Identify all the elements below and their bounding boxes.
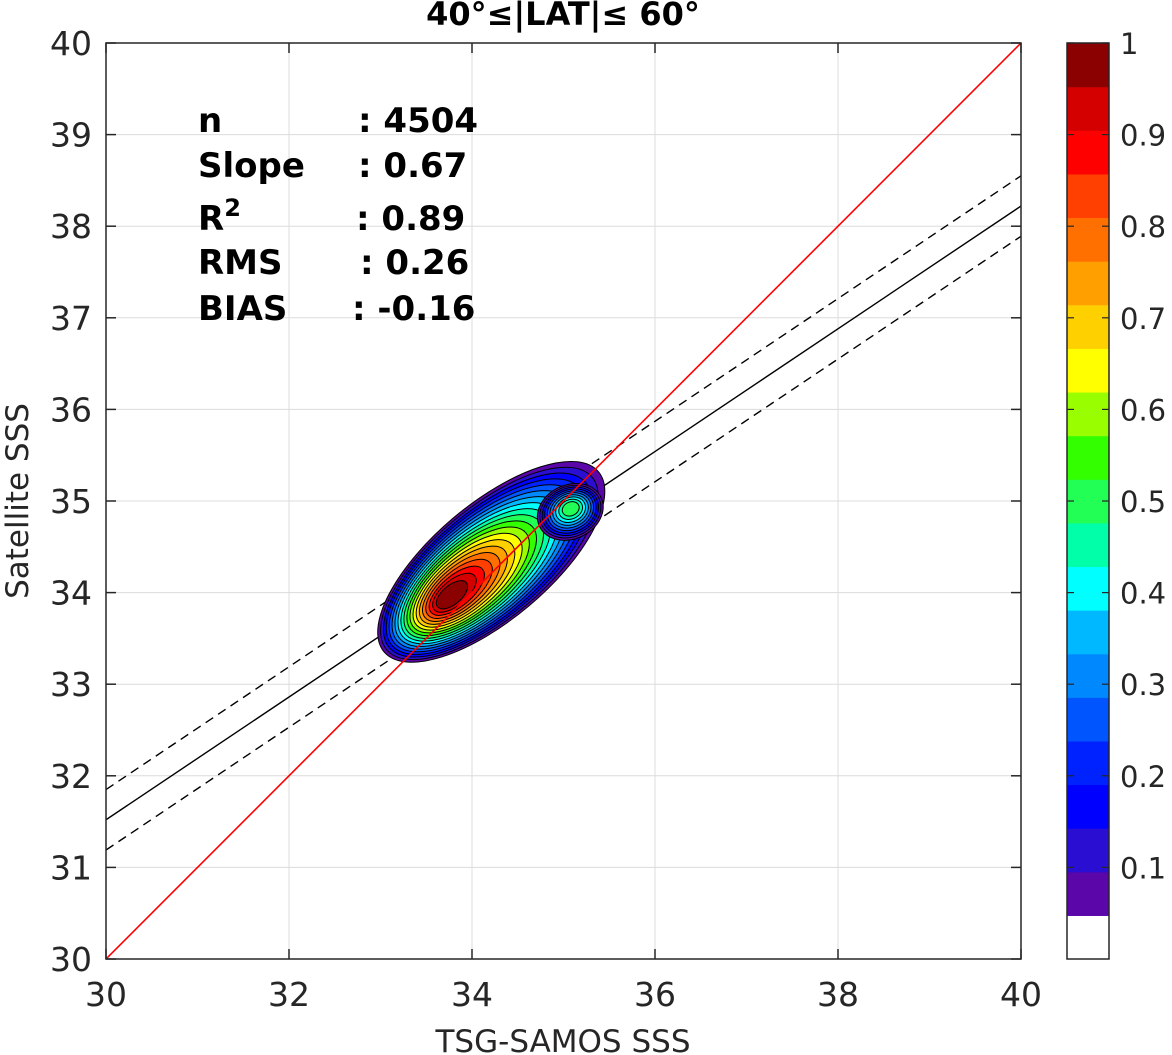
colorbar-segment (1067, 391, 1109, 437)
y-tick-label: 37 (50, 299, 92, 338)
y-tick-label: 39 (50, 116, 92, 155)
colorbar-tick-label: 0.7 (1120, 302, 1166, 336)
upper-confidence-line (106, 175, 1021, 791)
y-tick-label: 35 (50, 482, 92, 521)
contour-level-main (435, 580, 469, 610)
x-tick-label: 38 (817, 975, 859, 1014)
colorbar-segment (1067, 348, 1109, 393)
colorbar: 0.1 0.2 0.3 0.4 0.5 0.6 0.7 0.8 0.9 1 (1066, 27, 1166, 960)
stat-label: BIAS (198, 289, 287, 329)
colorbar-segment (1067, 173, 1109, 219)
x-axis-label: TSG-SAMOS SSS (435, 1024, 691, 1055)
stat-label: n (198, 101, 222, 141)
y-tick-label: 34 (50, 574, 92, 613)
colorbar-tick-label: 0.6 (1120, 393, 1166, 427)
colorbar-tick-label: 0.9 (1120, 119, 1166, 153)
contour-level-secondary (561, 501, 580, 517)
colorbar-segment (1067, 784, 1109, 829)
colorbar-tick-label: 0.1 (1120, 851, 1166, 885)
stat-superscript: 2 (224, 194, 241, 222)
y-axis-label: Satellite SSS (0, 403, 36, 599)
y-tick-label: 33 (50, 665, 92, 704)
colorbar-segment (1067, 610, 1109, 655)
stat-value: : 4504 (358, 101, 478, 141)
y-tick-label: 31 (50, 848, 92, 887)
stat-value: : 0.26 (360, 243, 469, 283)
stat-value: : 0.67 (358, 146, 467, 186)
colorbar-tick-label: 0.8 (1120, 210, 1166, 244)
colorbar-tick-label: 0.3 (1120, 668, 1166, 702)
density-contours (106, 43, 1021, 959)
colorbar-segment (1067, 43, 1109, 88)
x-tick-label: 30 (85, 975, 127, 1014)
colorbar-tick-label: 0.5 (1120, 485, 1166, 519)
colorbar-segment (1067, 828, 1109, 873)
colorbar-segment (1067, 740, 1109, 786)
chart-title: 40°≤|LAT|≤ 60° (426, 0, 700, 34)
colorbar-segment (1067, 217, 1109, 262)
stats-box: n : 4504 Slope : 0.67 R2 : 0.89 RMS : 0.26 BIAS:… (198, 101, 478, 329)
y-tick-label: 38 (50, 207, 92, 246)
colorbar-segment (1067, 304, 1109, 349)
y-tick-label: 32 (50, 757, 92, 796)
stat-label: RMS (198, 243, 283, 283)
colorbar-segment (1067, 871, 1109, 916)
colorbar-tick-label: 1 (1120, 27, 1138, 61)
stat-value: : 0.89 (356, 199, 465, 239)
y-tick-label: 36 (50, 390, 92, 429)
colorbar-segment (1067, 697, 1109, 742)
axis-ticks: 30 32 34 36 38 40 30 31 32 33 34 35 36 37 38 39 40 (50, 24, 1042, 1014)
colorbar-tick-label: 0.2 (1120, 760, 1166, 794)
one-to-one-line (106, 43, 1021, 959)
colorbar-segment (1067, 261, 1109, 306)
colorbar-segment (1067, 522, 1109, 568)
x-tick-label: 36 (634, 975, 676, 1014)
colorbar-segment (1067, 915, 1109, 960)
x-tick-label: 32 (268, 975, 310, 1014)
colorbar-segment (1067, 566, 1109, 611)
colorbar-segment (1067, 86, 1109, 131)
colorbar-segment (1067, 130, 1109, 175)
x-tick-label: 34 (451, 975, 493, 1014)
stat-label: R2 (198, 194, 241, 239)
y-tick-label: 30 (50, 940, 92, 979)
lower-confidence-line (106, 235, 1021, 851)
colorbar-segment (1067, 435, 1109, 480)
colorbar-tick-label: 0.4 (1120, 577, 1166, 611)
y-tick-label: 40 (50, 24, 92, 63)
stat-label: Slope (198, 146, 305, 186)
colorbar-segment (1067, 653, 1109, 698)
stat-value: : -0.16 (352, 289, 475, 329)
x-tick-label: 40 (1000, 975, 1042, 1014)
